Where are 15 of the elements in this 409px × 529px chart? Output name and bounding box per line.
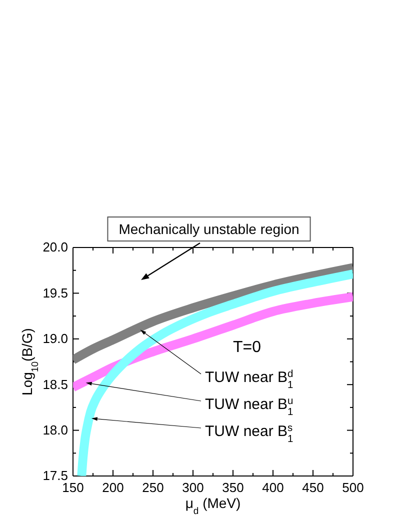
x-tick-label: 500 [342,480,364,496]
x-tick-label: 250 [142,480,164,496]
annotation: T=0 [232,339,262,356]
x-tick-label: 400 [262,480,284,496]
y-tick-label: 19.5 [42,285,68,300]
y-tick-label: 20.0 [42,240,68,255]
y-tick-label: 18.5 [42,376,68,392]
x-tick-label: 200 [102,480,124,496]
text: Mechanically unstable region [118,221,300,237]
x-tick-label: 350 [222,480,244,496]
x-tick-label: 300 [182,480,204,496]
y-tick-label: 18.0 [42,422,68,438]
y-tick-label: 19.0 [42,331,68,346]
x-tick-label: 450 [302,480,324,496]
x-axis-title: μ$_{d}$ (MeV) [185,495,241,516]
